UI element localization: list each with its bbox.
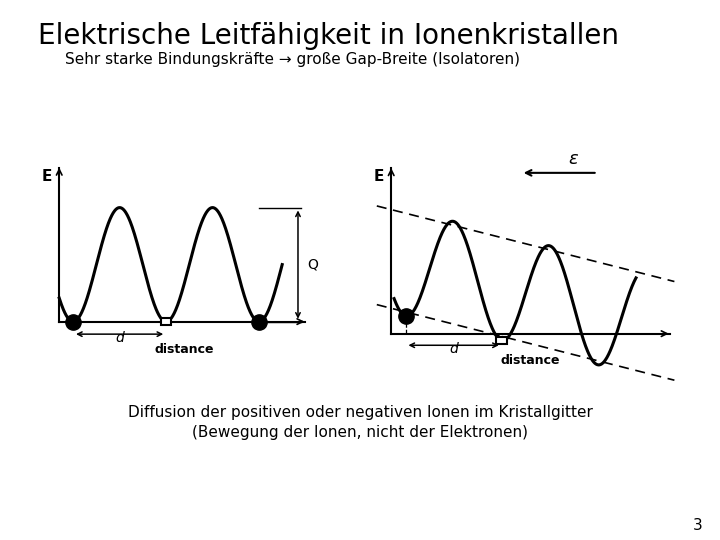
Text: Diffusion der positiven oder negativen Ionen im Kristallgitter: Diffusion der positiven oder negativen I… (127, 404, 593, 420)
Text: (Bewegung der Ionen, nicht der Elektronen): (Bewegung der Ionen, nicht der Elektrone… (192, 424, 528, 440)
Bar (161, 319, 171, 325)
Text: E: E (42, 168, 53, 184)
Text: Elektrische Leitfähigkeit in Ionenkristallen: Elektrische Leitfähigkeit in Ionenkrista… (38, 22, 619, 50)
Text: d: d (115, 331, 124, 345)
Bar (496, 337, 507, 343)
Text: distance: distance (500, 354, 560, 367)
Text: distance: distance (155, 343, 215, 356)
Text: d: d (449, 342, 458, 356)
Text: $\varepsilon$: $\varepsilon$ (568, 150, 579, 167)
Text: Sehr starke Bindungskräfte → große Gap-Breite (Isolatoren): Sehr starke Bindungskräfte → große Gap-B… (65, 52, 520, 67)
Text: Q: Q (307, 258, 318, 272)
Text: 3: 3 (693, 518, 703, 534)
Text: E: E (374, 170, 384, 185)
